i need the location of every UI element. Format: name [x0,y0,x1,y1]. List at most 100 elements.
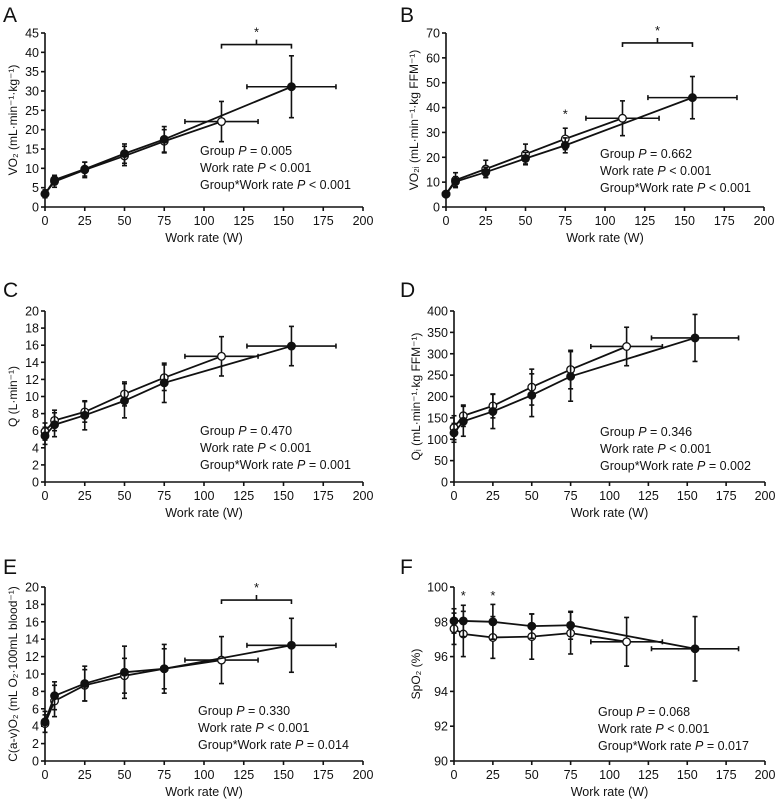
panel-letter: F [400,556,413,579]
stats-line: Work rate P < 0.001 [198,721,309,735]
x-tick-label: 125 [638,768,659,782]
x-tick-label: 25 [486,489,500,503]
y-tick-label: 10 [25,668,39,682]
stats-label: Work rate [598,722,655,736]
data-point-open [622,342,632,351]
x-axis-label: Work rate (W) [165,231,243,245]
x-tick-label: 75 [157,768,171,782]
series-line-open [44,659,222,724]
x-tick-label: 25 [78,489,92,503]
y-tick-label: 0 [32,755,39,769]
y-tick-label: 12 [25,650,39,664]
p-value: < 0.001 [266,441,312,455]
x-tick-label: 100 [194,489,215,503]
y-tick-label: 0 [32,201,39,215]
p-symbol: P [297,178,306,192]
x-tick-label: 150 [273,489,294,503]
data-point-filled [159,134,169,144]
stats-label: Work rate [200,441,257,455]
data-point-filled [50,420,59,430]
x-tick-label: 175 [313,768,334,782]
data-point-open [217,117,226,126]
data-point-filled [40,717,50,727]
y-tick-label: 98 [434,615,448,629]
data-point-open [217,351,226,361]
y-tick-label: 350 [427,326,448,340]
stats-line: Group P = 0.346 [600,425,692,439]
stats-label: Group [200,144,238,158]
data-point-filled [560,140,570,150]
data-point-filled [688,93,697,103]
stats-label: Group*Work rate [600,181,697,195]
p-symbol: P [638,425,647,439]
data-point-filled [488,407,498,416]
p-value: = 0.330 [245,704,291,718]
p-symbol: P [657,164,666,178]
series-line-filled [453,337,696,434]
y-tick-label: 0 [433,201,440,215]
y-tick-label: 300 [427,347,448,361]
x-tick-label: 175 [716,768,737,782]
significance-bracket [220,595,293,605]
data-point-filled [287,640,296,650]
x-tick-label: 100 [599,768,620,782]
x-tick-label: 200 [353,489,374,503]
data-point-filled [441,189,451,199]
data-point-filled [80,410,90,420]
y-tick-label: 94 [434,685,448,699]
y-tick-label: 0 [441,476,448,490]
y-axis-label: Qᵢ (mL·min⁻¹·kg FFM⁻¹) [409,333,423,461]
stats-label: Group [198,704,236,718]
y-tick-label: 50 [426,76,440,90]
significance-bracket [621,37,694,47]
data-point-filled [458,416,468,426]
y-tick-label: 18 [25,322,39,336]
p-value: = 0.017 [703,739,749,753]
stats-label: Group*Work rate [598,739,695,753]
y-tick-label: 8 [32,407,39,421]
x-tick-label: 100 [194,214,215,228]
p-symbol: P [695,739,704,753]
x-axis-label: Work rate (W) [165,785,243,799]
panel-letter: D [400,279,415,302]
x-tick-label: 0 [42,214,49,228]
p-value: = 0.662 [647,147,693,161]
significance-star: * [254,580,259,595]
stats-line: Group P = 0.662 [600,147,692,161]
significance-star: * [490,588,495,603]
data-point-filled [50,175,59,185]
y-tick-label: 6 [32,424,39,438]
x-axis-label: Work rate (W) [566,231,644,245]
data-point-filled [488,617,498,627]
y-tick-label: 400 [427,305,448,319]
y-tick-label: 2 [32,737,39,751]
panel-letter: B [400,4,414,27]
y-tick-label: 45 [25,27,39,41]
y-tick-label: 92 [434,720,448,734]
y-tick-label: 30 [426,126,440,140]
stats-label: Group*Work rate [198,738,295,752]
x-tick-label: 25 [479,214,493,228]
data-point-filled [287,82,296,92]
y-tick-label: 20 [25,581,39,595]
x-axis-label: Work rate (W) [571,785,649,799]
y-tick-label: 20 [426,151,440,165]
y-tick-label: 16 [25,615,39,629]
y-tick-label: 15 [25,143,39,157]
data-point-filled [159,664,169,674]
p-symbol: P [257,161,266,175]
stats-line: Work rate P < 0.001 [600,164,711,178]
p-symbol: P [636,705,645,719]
p-value: = 0.346 [647,425,693,439]
p-symbol: P [697,181,706,195]
stats-label: Work rate [200,161,257,175]
p-symbol: P [236,704,245,718]
x-tick-label: 150 [674,214,695,228]
x-tick-label: 100 [599,489,620,503]
p-value: < 0.001 [305,178,351,192]
panel-letter: C [3,279,18,302]
y-tick-label: 6 [32,702,39,716]
p-symbol: P [655,722,664,736]
p-value: = 0.005 [247,144,293,158]
